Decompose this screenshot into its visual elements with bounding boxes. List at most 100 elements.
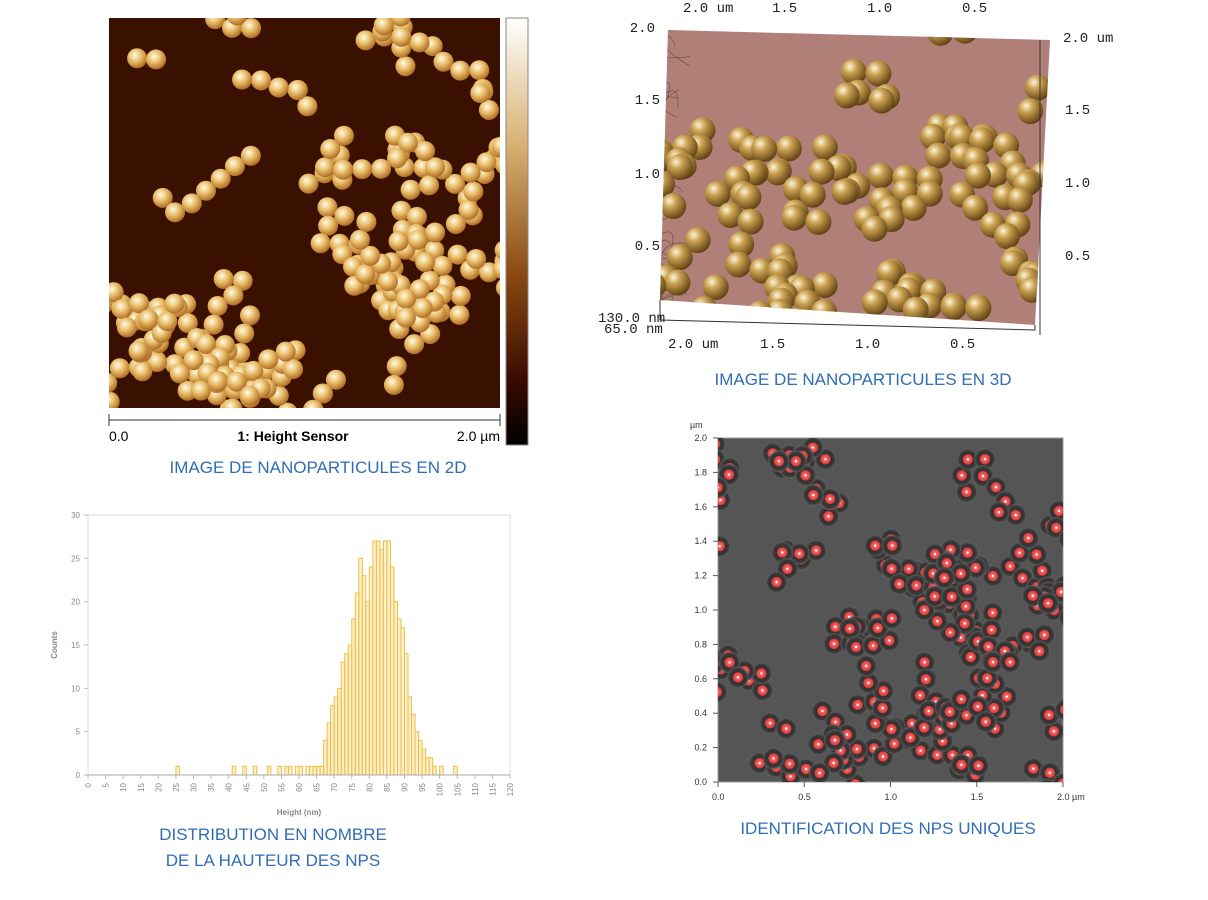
particle-center	[1068, 617, 1070, 619]
particle	[355, 30, 376, 51]
particle-center	[714, 443, 716, 445]
particle	[232, 69, 253, 90]
axis-label: 1.5	[760, 337, 785, 353]
particle	[964, 162, 991, 189]
plot-area	[87, 514, 511, 776]
bar	[414, 731, 420, 776]
particle-center	[964, 605, 968, 608]
bar	[323, 739, 328, 776]
particle	[203, 314, 224, 335]
particle	[992, 0, 1018, 16]
particle-center	[701, 690, 703, 692]
particle	[791, 335, 817, 361]
particle-center	[1052, 730, 1056, 733]
bar	[372, 540, 377, 776]
bar	[365, 601, 370, 776]
axis-label: 2.0	[630, 21, 655, 37]
surface-line	[660, 253, 661, 266]
particles-2d	[109, 0, 500, 408]
particle	[395, 307, 416, 328]
particle	[396, 288, 417, 309]
particle	[775, 135, 802, 162]
y-tick-label: 25	[71, 554, 80, 563]
particle-center	[804, 767, 808, 771]
colorbar	[505, 17, 529, 446]
particle-center	[827, 515, 830, 518]
particle-center	[943, 576, 946, 580]
bar	[337, 687, 342, 776]
caption-line: DE LA HAUTEUR DES NPS	[166, 851, 380, 870]
particle-center	[881, 706, 884, 710]
particle	[352, 159, 373, 180]
particle	[409, 32, 430, 53]
particle-center	[1021, 576, 1024, 580]
y-tick-label: 1.8	[694, 467, 707, 477]
particle	[718, 680, 728, 703]
y-tick-label: 0.0	[694, 777, 707, 787]
particle	[902, 296, 929, 323]
particle-center	[909, 736, 912, 739]
particle	[725, 251, 752, 278]
particle	[406, 206, 427, 227]
particle-center	[890, 617, 894, 620]
particle-center	[948, 631, 952, 634]
x-tick-label: 80	[365, 782, 374, 791]
axis-label: 0.5	[962, 1, 987, 17]
particle	[927, 30, 954, 46]
particle	[147, 352, 168, 373]
bar	[407, 696, 413, 776]
x-tick-label: 105	[453, 782, 462, 796]
particle	[1024, 74, 1050, 101]
particle	[808, 158, 835, 185]
y-tick-label: 10	[71, 684, 80, 693]
particle-center	[1008, 565, 1012, 568]
particle-center	[997, 511, 1001, 514]
caption-line: DISTRIBUTION EN NOMBRE	[159, 825, 387, 844]
particle	[390, 18, 411, 27]
bar	[382, 540, 388, 776]
particle	[951, 30, 978, 44]
bar	[375, 540, 381, 776]
particle	[491, 136, 500, 157]
x-tick-label: 50	[260, 782, 269, 791]
surface-line	[660, 137, 666, 170]
particle-center	[871, 644, 875, 647]
particle-center	[832, 761, 835, 765]
particle	[692, 544, 714, 566]
y-tick-label: 1.6	[694, 502, 707, 512]
particle	[109, 373, 118, 393]
particle-center	[890, 727, 893, 731]
particle-center	[1035, 553, 1038, 556]
particle-center	[924, 678, 928, 681]
bar	[379, 549, 384, 776]
particle	[190, 380, 211, 401]
particle	[735, 184, 762, 211]
particle-center	[985, 676, 989, 680]
particle	[383, 0, 403, 9]
particle	[355, 264, 376, 285]
particle-center	[888, 639, 891, 642]
axis-label: 0.5	[635, 239, 660, 255]
particle	[177, 313, 198, 334]
bar	[411, 713, 416, 776]
particle	[728, 231, 755, 258]
particle-center	[966, 458, 970, 461]
particle-center	[950, 595, 953, 598]
particle-center	[712, 663, 714, 665]
particle	[116, 317, 137, 338]
x-tick-label: 30	[190, 782, 199, 791]
surface-line	[660, 134, 664, 160]
particle	[268, 77, 289, 98]
particle-center	[867, 681, 870, 685]
particle	[800, 312, 827, 325]
particle	[1039, 263, 1050, 290]
particle	[1006, 186, 1033, 213]
particle	[764, 159, 791, 186]
y-tick-label: 0.6	[694, 674, 707, 684]
particle-center	[821, 709, 824, 713]
particle-center	[959, 572, 963, 575]
particle	[386, 148, 407, 169]
particle	[349, 229, 370, 250]
particle-center	[710, 657, 712, 659]
